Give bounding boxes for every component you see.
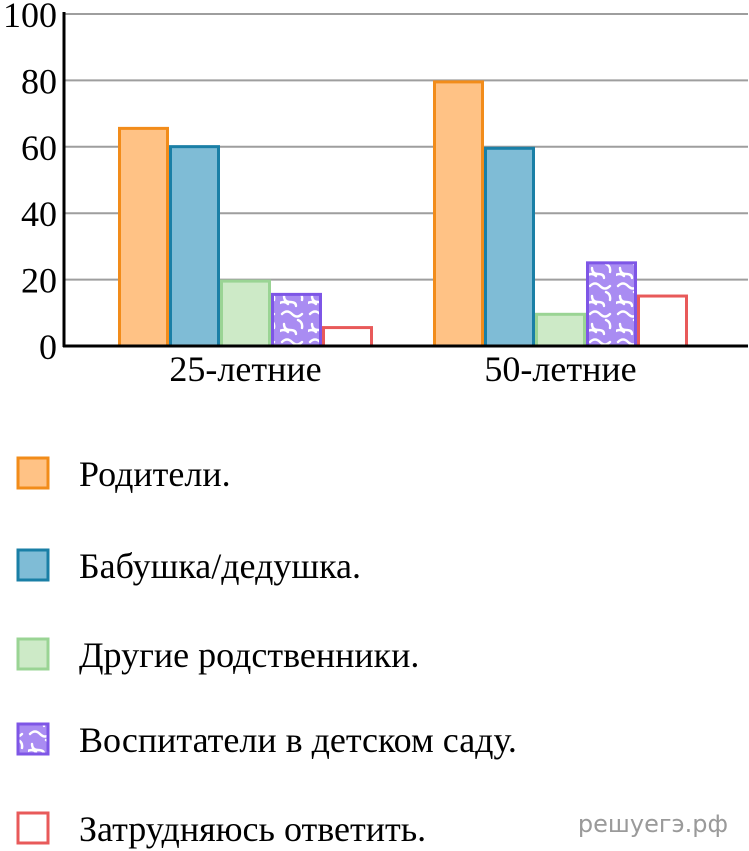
legend-label-3: Воспитатели в детском саду. (79, 720, 517, 760)
legend-label-0: Родители. (79, 454, 231, 494)
bar-1-1 (484, 146, 535, 348)
legend-item-3: Воспитатели в детском саду. (16, 720, 517, 760)
legend-swatch-1 (16, 548, 50, 582)
legend-swatch-0 (16, 456, 50, 490)
y-axis-tick-labels: 0 20 40 60 80 100 (3, 0, 57, 367)
x-axis-category-labels: 25-летние 50-летние (169, 349, 636, 389)
legend-label-4: Затрудняюсь ответить. (79, 809, 426, 849)
legend: Родители. Бабушка/дедушка. Другие родствен… (16, 454, 517, 849)
y-tick-label-100: 100 (3, 0, 57, 35)
legend-label-2: Другие родственники. (79, 635, 419, 675)
y-tick-label-60: 60 (21, 128, 57, 168)
legend-swatch-3 (16, 722, 50, 756)
legend-item-0: Родители. (16, 454, 231, 494)
watermark: решуегэ.рф (578, 810, 728, 838)
legend-label-1: Бабушка/дедушка. (79, 546, 361, 586)
legend-item-1: Бабушка/дедушка. (16, 546, 361, 586)
x-category-label-1: 50-летние (484, 349, 636, 389)
bar-0-1 (169, 145, 220, 348)
y-tick-label-0: 0 (39, 327, 57, 367)
bar-1-2 (535, 312, 586, 348)
y-tick-label-20: 20 (21, 261, 57, 301)
bar-group-0 (118, 126, 373, 348)
legend-item-2: Другие родственники. (16, 635, 419, 675)
legend-swatch-4 (16, 811, 50, 845)
bar-1-3 (586, 261, 637, 348)
bar-0-3 (271, 292, 322, 348)
bar-0-0 (118, 126, 169, 348)
axes (62, 12, 748, 348)
y-tick-label-80: 80 (21, 61, 57, 101)
x-category-label-0: 25-летние (169, 349, 321, 389)
bar-1-4 (637, 294, 688, 348)
legend-swatch-2 (16, 637, 50, 671)
legend-item-4: Затрудняюсь ответить. (16, 809, 426, 849)
bar-group-1 (433, 80, 688, 348)
y-tick-label-40: 40 (21, 194, 57, 234)
bar-0-4 (322, 326, 373, 348)
bars (118, 80, 688, 348)
bar-1-0 (433, 80, 484, 348)
bar-0-2 (220, 279, 271, 348)
